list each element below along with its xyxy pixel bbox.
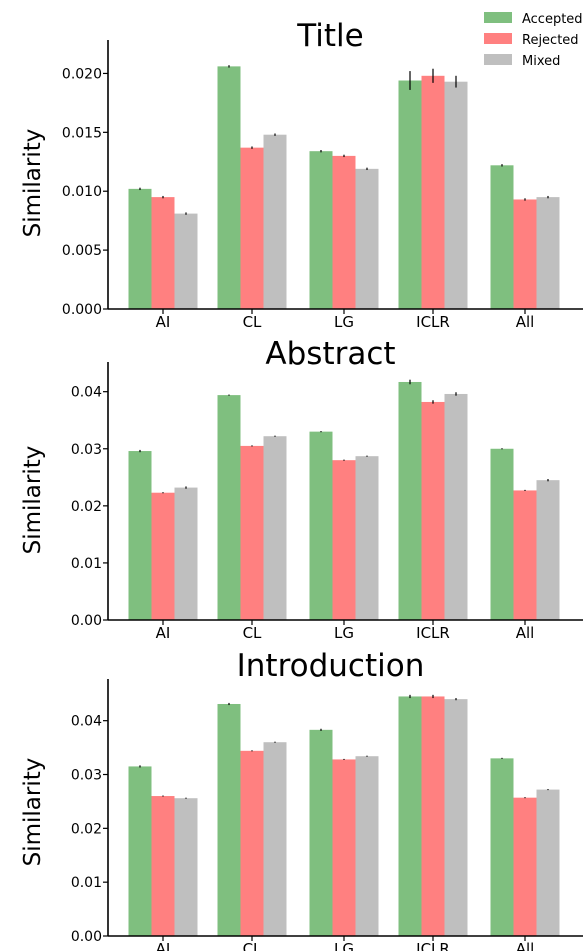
bar-accepted-cl [217,395,241,620]
y-tick-label: 0.00 [71,613,102,629]
y-tick-label: 0.03 [71,768,102,784]
y-axis-label: Similarity [20,446,46,555]
x-tick-label-ai: AI [156,313,171,331]
x-tick-label-lg: LG [334,940,354,951]
bar-rejected-ai [151,492,175,620]
y-tick-label: 0.00 [71,929,102,945]
x-tick-label-ai: AI [156,940,171,951]
y-tick-label: 0.01 [71,556,102,572]
x-tick-label-all: All [516,940,535,951]
bar-accepted-lg [309,431,333,620]
bar-rejected-all [513,490,537,620]
legend: Accepted Rejected Mixed [484,12,583,69]
charts: TitleSimilarity0.0000.0050.0100.0150.020… [20,18,583,951]
bar-accepted-cl [217,66,241,309]
bar-accepted-ai [128,766,152,936]
bar-rejected-ai [151,796,175,936]
y-tick-label: 0.02 [71,821,102,837]
chart-panel-title: Title Similarity 0.000 0.005 0.010 0.015 0.020… [20,18,583,331]
bar-rejected-lg [332,460,356,620]
bar-rejected-cl [240,750,264,936]
x-tick-label-ai: AI [156,624,171,642]
bar-mixed-ai [174,213,198,309]
bar-accepted-iclr [398,80,422,309]
x-tick-label-lg: LG [334,624,354,642]
x-tick-label-iclr: ICLR [416,624,450,642]
chart-panel-introduction: Introduction Similarity 0.00 0.01 0.02 0.03 0.… [20,648,583,951]
chart-title: Introduction [237,648,425,684]
legend-swatch-accepted [484,12,512,23]
bar-mixed-lg [355,456,379,620]
bar-accepted-lg [309,729,333,936]
y-tick-label: 0.04 [71,385,102,401]
y-tick-label: 0.020 [62,66,102,82]
bar-rejected-all [513,797,537,936]
bar-accepted-ai [128,451,152,620]
bar-mixed-iclr [444,393,468,620]
y-tick-label: 0.000 [62,302,102,318]
legend-label-mixed: Mixed [522,54,560,69]
bar-mixed-lg [355,168,379,309]
bar-rejected-all [513,199,537,309]
x-tick-label-lg: LG [334,313,354,331]
bar-rejected-cl [240,147,264,309]
chart-title: Abstract [265,336,395,372]
bar-rejected-iclr [421,75,445,309]
bar-rejected-iclr [421,696,445,936]
bar-accepted-all [490,448,514,620]
bar-rejected-iclr [421,401,445,620]
chart-title: Title [296,18,363,54]
bar-accepted-iclr [398,381,422,620]
x-tick-label-all: All [516,624,535,642]
bar-mixed-ai [174,487,198,620]
legend-swatch-mixed [484,54,512,65]
bar-accepted-lg [309,151,333,309]
x-tick-label-iclr: ICLR [416,940,450,951]
bar-accepted-all [490,165,514,309]
bar-mixed-all [536,480,560,620]
x-tick-label-cl: CL [243,940,262,951]
legend-label-accepted: Accepted [522,12,583,27]
bar-rejected-lg [332,155,356,309]
bar-accepted-all [490,758,514,936]
bar-mixed-all [536,197,560,309]
y-tick-label: 0.02 [71,499,102,515]
x-tick-label-all: All [516,313,535,331]
y-axis-label: Similarity [20,758,46,867]
y-tick-label: 0.01 [71,875,102,891]
legend-label-rejected: Rejected [522,33,579,48]
y-tick-label: 0.03 [71,442,102,458]
bar-mixed-cl [263,742,287,936]
bar-accepted-iclr [398,696,422,936]
y-tick-label: 0.015 [62,125,102,141]
x-tick-label-iclr: ICLR [416,313,450,331]
y-tick-label: 0.04 [71,714,102,730]
x-tick-label-cl: CL [243,313,262,331]
legend-swatch-rejected [484,33,512,44]
bar-mixed-iclr [444,699,468,936]
bar-mixed-cl [263,436,287,620]
bar-accepted-ai [128,188,152,309]
chart-panel-abstract: Abstract Similarity 0.00 0.01 0.02 0.03 0.04 AI… [20,336,583,642]
y-tick-label: 0.010 [62,184,102,200]
bar-mixed-all [536,789,560,936]
bar-rejected-cl [240,445,264,620]
y-axis-label: Similarity [20,129,46,238]
bar-accepted-cl [217,703,241,936]
bar-mixed-lg [355,756,379,936]
bar-rejected-lg [332,759,356,936]
bar-mixed-iclr [444,81,468,309]
bar-mixed-ai [174,798,198,936]
bar-mixed-cl [263,134,287,309]
bar-rejected-ai [151,197,175,309]
y-tick-label: 0.005 [62,243,102,259]
x-tick-label-cl: CL [243,624,262,642]
